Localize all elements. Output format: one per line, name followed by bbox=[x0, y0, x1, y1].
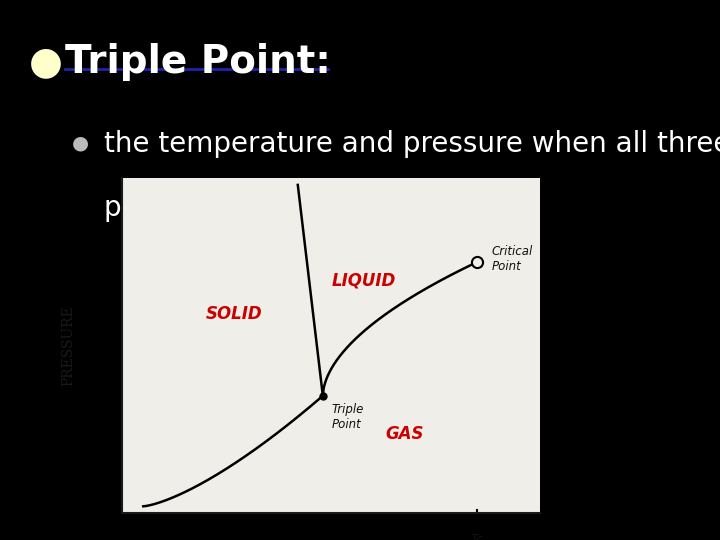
Text: Triple Point:: Triple Point: bbox=[65, 43, 330, 81]
Text: Triple
Point: Triple Point bbox=[331, 402, 364, 430]
Text: SOLID: SOLID bbox=[206, 305, 263, 323]
Text: Critical
Point: Critical Point bbox=[492, 245, 534, 273]
Text: ●: ● bbox=[72, 134, 89, 153]
Text: the temperature and pressure when all three: the temperature and pressure when all th… bbox=[104, 130, 720, 158]
Text: Tc: Tc bbox=[471, 533, 484, 540]
Text: LIQUID: LIQUID bbox=[331, 271, 395, 289]
Text: phases of matter can exist.: phases of matter can exist. bbox=[104, 194, 484, 222]
Text: PRESSURE: PRESSURE bbox=[61, 305, 75, 386]
Text: ●: ● bbox=[29, 43, 63, 81]
Text: GAS: GAS bbox=[385, 426, 424, 443]
